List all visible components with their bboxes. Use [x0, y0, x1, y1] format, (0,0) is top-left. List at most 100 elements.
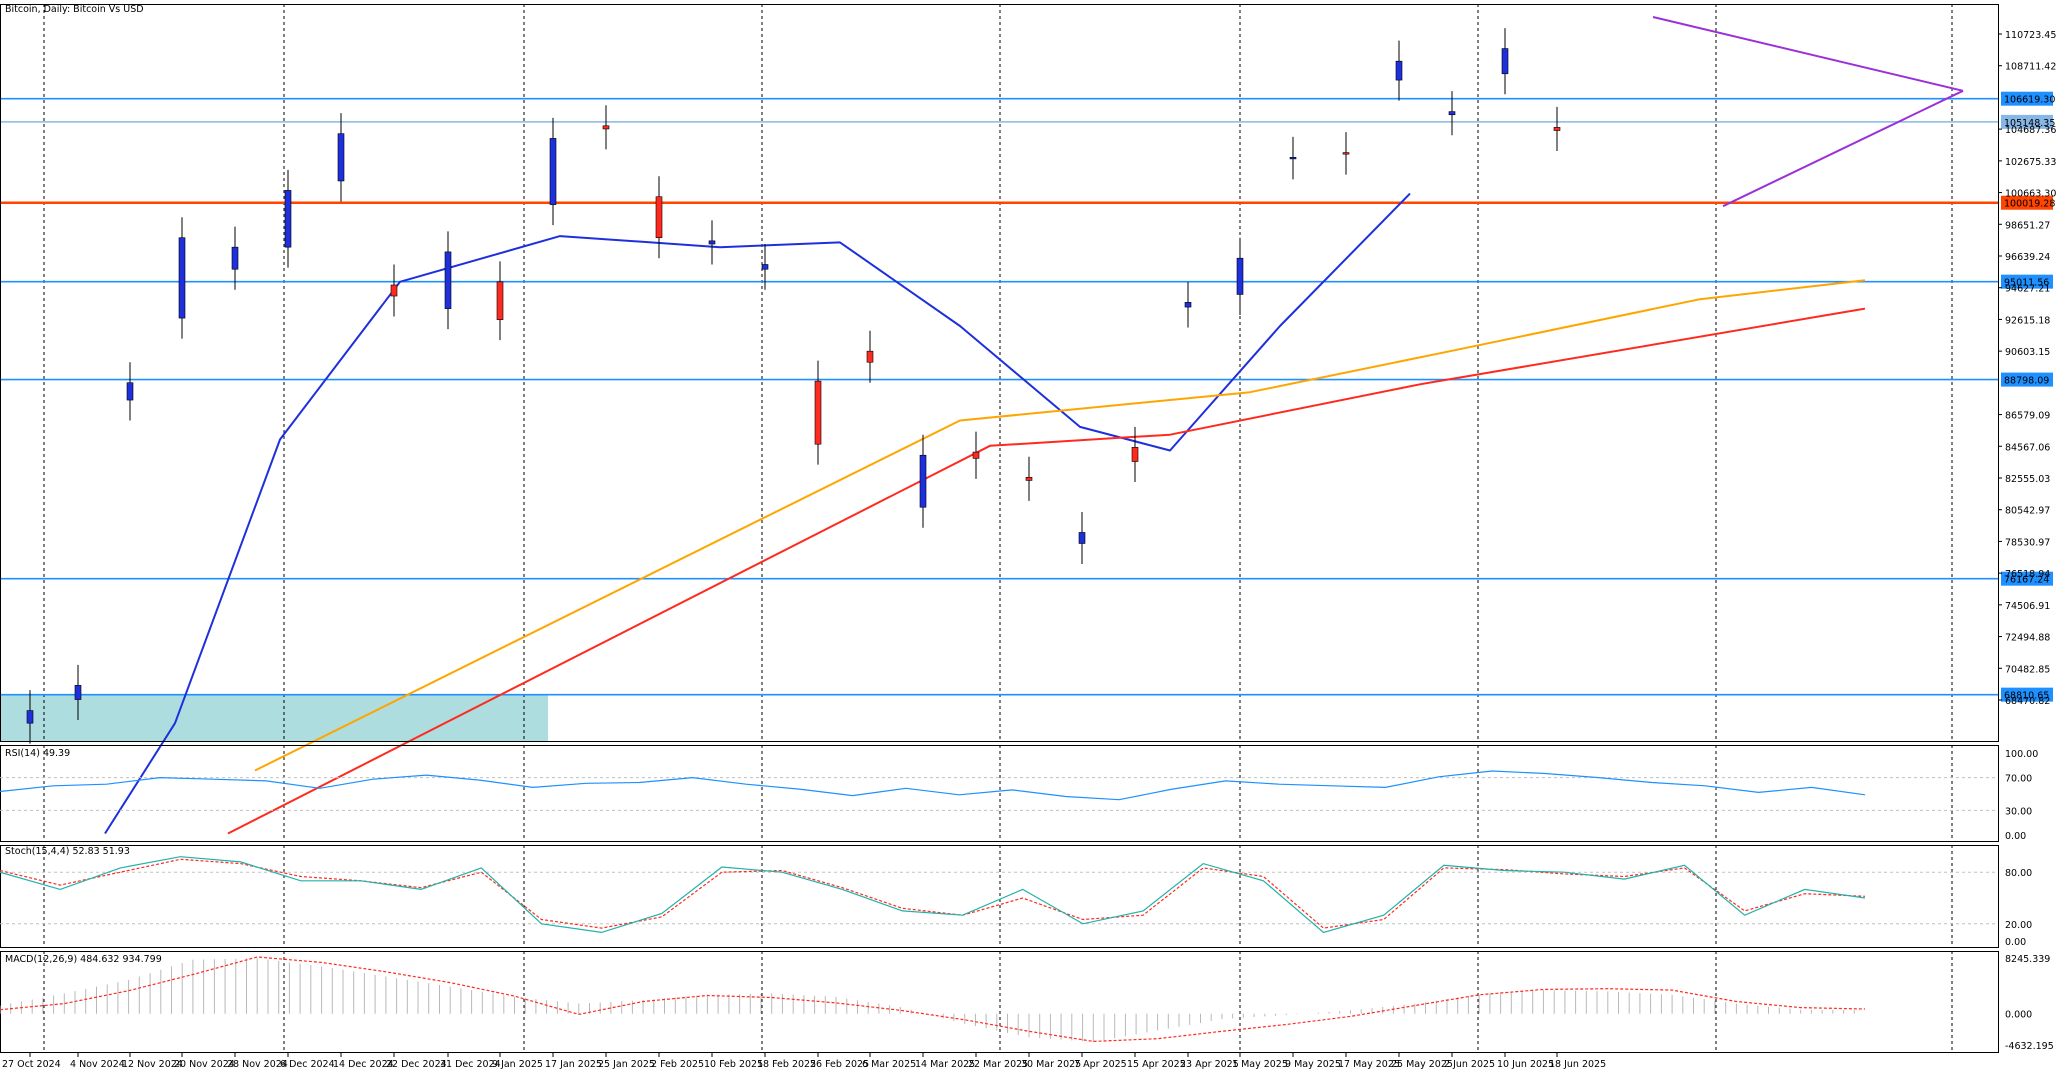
macd-tick-label: 0.000 — [2005, 1010, 2032, 1021]
price-tick-label: 72494.88 — [2005, 633, 2050, 644]
price-tick-label: 86579.09 — [2005, 411, 2050, 422]
panel-frame-1 — [0, 745, 1999, 842]
price-tick-label: 76518.94 — [2005, 569, 2050, 580]
time-label: 25 Jan 2025 — [598, 1059, 655, 1070]
time-label: 2 Feb 2025 — [651, 1059, 704, 1070]
candle-down — [1131, 447, 1139, 462]
candle-down — [1553, 127, 1561, 131]
price-tick-label: 98651.27 — [2005, 220, 2050, 231]
price-tick-label: 82555.03 — [2005, 474, 2050, 485]
price-tick-label: 108711.42 — [2005, 62, 2056, 73]
moving-average-2 — [254, 279, 1866, 772]
price-tick-label: 104687.36 — [2005, 125, 2056, 136]
candle-up — [1184, 302, 1192, 308]
candle-down — [866, 350, 874, 363]
price-tick-label: 84567.06 — [2005, 442, 2050, 453]
stoch-header: Stoch(15,4,4) 52.83 51.93 — [5, 846, 130, 857]
time-label: 1 May 2025 — [1232, 1059, 1288, 1070]
price-tick-label: 80542.97 — [2005, 506, 2050, 517]
rsi-tick-label: 100.00 — [2005, 749, 2038, 760]
price-tick-label: 100663.30 — [2005, 189, 2056, 200]
chart-title: Bitcoin, Daily: Bitcoin Vs USD — [5, 4, 144, 15]
candle-up — [74, 685, 82, 700]
time-label: 17 May 2025 — [1338, 1059, 1400, 1070]
candle-up — [1236, 257, 1244, 295]
rsi-tick-label: 30.00 — [2005, 806, 2032, 817]
time-label: 2 Jun 2025 — [1444, 1059, 1495, 1070]
time-label: 26 Feb 2025 — [810, 1059, 869, 1070]
price-tick-label: 68470.82 — [2005, 696, 2050, 707]
time-label: 6 Mar 2025 — [862, 1059, 916, 1070]
vertical-grid — [43, 4, 1953, 1052]
time-label: 7 Apr 2025 — [1074, 1059, 1127, 1070]
demand-zone — [0, 694, 548, 741]
time-label: 30 Mar 2025 — [1021, 1059, 1081, 1070]
candle-up — [708, 240, 716, 245]
time-label: 28 Nov 2024 — [227, 1059, 288, 1070]
panel-frame-2 — [0, 845, 1999, 948]
stoch-tick-label: 80.00 — [2005, 868, 2032, 879]
time-label: 4 Nov 2024 — [70, 1059, 125, 1070]
rsi-tick-label: 70.00 — [2005, 774, 2032, 785]
time-label: 15 Apr 2025 — [1127, 1059, 1186, 1070]
level-tag — [2001, 687, 2053, 702]
stoch-main — [0, 856, 1866, 934]
stoch-tick-label: 20.00 — [2005, 920, 2032, 931]
time-label: 31 Dec 2024 — [440, 1059, 501, 1070]
time-label: 14 Dec 2024 — [333, 1059, 394, 1070]
time-label: 14 Mar 2025 — [915, 1059, 975, 1070]
time-label: 18 Feb 2025 — [757, 1059, 816, 1070]
candle-down — [390, 284, 398, 297]
time-label: 27 Oct 2024 — [2, 1059, 61, 1070]
time-label: 9 May 2025 — [1285, 1059, 1341, 1070]
candle-up — [26, 710, 34, 724]
candle-up — [231, 246, 239, 270]
candle-down — [1025, 476, 1033, 481]
rsi-tick-label: 0.00 — [2005, 831, 2026, 842]
candle-down — [496, 281, 504, 320]
time-label: 22 Mar 2025 — [968, 1059, 1028, 1070]
candle-up — [1395, 60, 1403, 81]
moving-averages — [104, 192, 1866, 835]
price-tick-label: 92615.18 — [2005, 315, 2050, 326]
macd-signal — [0, 956, 1866, 1043]
level-label: 76167.24 — [2004, 575, 2049, 586]
moving-average-1 — [227, 307, 1866, 835]
level-tag — [2001, 571, 2053, 586]
time-label: 17 Jan 2025 — [545, 1059, 602, 1070]
price-axis: 110723.45 108711.42 104687.36 102675.33 1006… — [1998, 30, 2056, 707]
rsi-line — [0, 770, 1866, 801]
candle-up — [337, 133, 345, 182]
time-label: 10 Jun 2025 — [1497, 1059, 1554, 1070]
candle-up — [919, 454, 927, 508]
indicator-panels: 100.00 70.00 30.00 0.00 80.00 20.00 0.00 8245.3… — [0, 4, 2054, 1053]
level-label: 88798.09 — [2004, 376, 2049, 387]
time-label: 22 Dec 2024 — [386, 1059, 447, 1070]
triangle-upper — [1652, 16, 1964, 92]
time-label: 12 Nov 2024 — [122, 1059, 183, 1070]
candle-up — [284, 190, 292, 248]
level-tag — [2001, 114, 2053, 129]
price-tick-label: 70482.85 — [2005, 664, 2050, 675]
demand-zone-layer — [0, 694, 548, 741]
level-label: 105148.35 — [2004, 118, 2055, 129]
triangle-lower — [1722, 89, 1964, 208]
macd-header: MACD(12,26,9) 484.632 934.799 — [5, 954, 162, 965]
candle-up — [1448, 111, 1456, 116]
candle-up — [1078, 532, 1086, 544]
panel-frame-0 — [0, 4, 1999, 742]
candle-up — [444, 251, 452, 309]
stoch-signal — [0, 858, 1866, 929]
candle-down — [972, 451, 980, 459]
time-label: 23 Apr 2025 — [1180, 1059, 1239, 1070]
triangle-pattern — [1652, 16, 1964, 208]
rsi-header: RSI(14) 49.39 — [5, 748, 70, 759]
candle-down — [602, 125, 610, 130]
level-tag — [2001, 195, 2053, 210]
stoch-tick-label: 0.00 — [2005, 937, 2026, 948]
candles — [26, 28, 1561, 744]
horizontal-levels: 106619.30 105148.35 100019.28 95011.56 88798… — [0, 91, 2055, 702]
level-label: 68810.65 — [2004, 691, 2049, 702]
time-label: 25 May 2025 — [1391, 1059, 1453, 1070]
